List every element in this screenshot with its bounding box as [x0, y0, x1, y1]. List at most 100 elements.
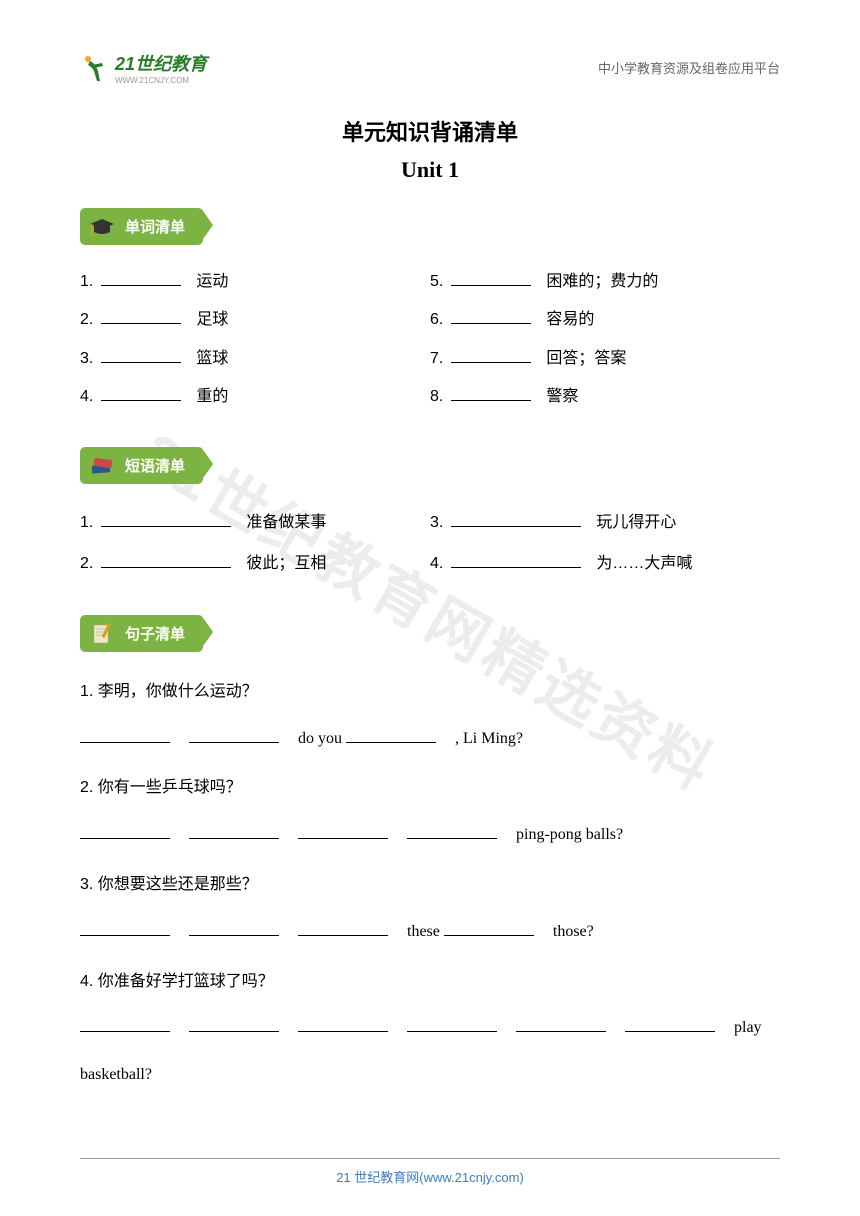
fill-blank[interactable] — [189, 920, 279, 936]
fill-blank[interactable] — [80, 727, 170, 743]
item-number: 3. — [80, 340, 93, 378]
fill-blank[interactable] — [101, 308, 181, 324]
fill-blank[interactable] — [451, 308, 531, 324]
phrase-text: 彼此；互相 — [246, 543, 326, 585]
sentence-item: 3. 你想要这些还是那些？ these those? — [80, 863, 780, 955]
fill-blank[interactable] — [101, 552, 231, 568]
fill-blank[interactable] — [444, 920, 534, 936]
word-item: 3. 篮球 — [80, 340, 430, 378]
page-title: 单元知识背诵清单 — [80, 115, 780, 147]
en-text-part: , Li Ming? — [455, 730, 523, 747]
section-tab-phrases: 短语清单 — [80, 447, 203, 484]
word-item: 6. 容易的 — [430, 301, 780, 339]
page-header: 21世纪教育 WWW.21CNJY.COM 中小学教育资源及组卷应用平台 — [80, 50, 780, 85]
fill-blank[interactable] — [101, 270, 181, 286]
item-number: 8. — [430, 378, 443, 416]
logo-sub-text: WWW.21CNJY.COM — [115, 76, 207, 85]
fill-blank[interactable] — [451, 552, 581, 568]
word-item: 4. 重的 — [80, 378, 430, 416]
fill-blank[interactable] — [80, 823, 170, 839]
word-text: 重的 — [196, 378, 228, 416]
phrase-col-left: 1. 准备做某事 2. 彼此；互相 — [80, 502, 430, 585]
phrase-item: 4. 为……大声喊 — [430, 543, 780, 585]
logo-text: 21世纪教育 WWW.21CNJY.COM — [115, 50, 207, 85]
fill-blank[interactable] — [189, 823, 279, 839]
sentence-cn: 你有一些乒乓球吗？ — [98, 779, 242, 796]
word-text: 篮球 — [196, 340, 228, 378]
word-item: 8. 警察 — [430, 378, 780, 416]
notebook-pencil-icon — [88, 619, 116, 647]
item-number: 2. — [80, 779, 93, 796]
item-number: 4. — [430, 543, 443, 585]
header-right-text: 中小学教育资源及组卷应用平台 — [598, 58, 780, 77]
word-col-right: 5. 困难的；费力的 6. 容易的 7. 回答；答案 8. 警察 — [430, 263, 780, 417]
fill-blank[interactable] — [101, 385, 181, 401]
fill-blank[interactable] — [298, 1016, 388, 1032]
section-tab-words: 单词清单 — [80, 208, 203, 245]
en-text-part: basketball? — [80, 1066, 152, 1083]
section-label: 句子清单 — [125, 626, 185, 643]
fill-blank[interactable] — [407, 1016, 497, 1032]
fill-blank[interactable] — [451, 347, 531, 363]
sentence-en-line: these those? — [80, 910, 780, 955]
word-col-left: 1. 运动 2. 足球 3. 篮球 4. 重的 — [80, 263, 430, 417]
phrase-item: 1. 准备做某事 — [80, 502, 430, 544]
section-label: 短语清单 — [125, 458, 185, 475]
item-number: 7. — [430, 340, 443, 378]
item-number: 6. — [430, 301, 443, 339]
en-text-part: play — [734, 1019, 762, 1036]
phrase-item: 2. 彼此；互相 — [80, 543, 430, 585]
sentence-cn: 你准备好学打篮球了吗？ — [98, 973, 274, 990]
fill-blank[interactable] — [101, 511, 231, 527]
fill-blank[interactable] — [80, 1016, 170, 1032]
fill-blank[interactable] — [80, 920, 170, 936]
logo: 21世纪教育 WWW.21CNJY.COM — [80, 50, 207, 85]
fill-blank[interactable] — [451, 511, 581, 527]
logo-icon — [80, 53, 110, 83]
sentence-cn: 李明，你做什么运动？ — [98, 683, 258, 700]
item-number: 3. — [80, 876, 93, 893]
fill-blank[interactable] — [407, 823, 497, 839]
section-tab-sentences: 句子清单 — [80, 615, 203, 652]
item-number: 5. — [430, 263, 443, 301]
fill-blank[interactable] — [625, 1016, 715, 1032]
fill-blank[interactable] — [298, 823, 388, 839]
sentence-cn: 你想要这些还是那些？ — [98, 876, 258, 893]
logo-main-text: 21世纪教育 — [115, 50, 207, 76]
word-list: 1. 运动 2. 足球 3. 篮球 4. 重的 5. — [80, 263, 780, 417]
page-subtitle: Unit 1 — [80, 157, 780, 183]
phrase-item: 3. 玩儿得开心 — [430, 502, 780, 544]
phrase-text: 为……大声喊 — [596, 543, 692, 585]
fill-blank[interactable] — [451, 385, 531, 401]
sentence-item: 2. 你有一些乒乓球吗？ ping-pong balls? — [80, 766, 780, 858]
phrase-list: 1. 准备做某事 2. 彼此；互相 3. 玩儿得开心 4. 为……大声喊 — [80, 502, 780, 585]
fill-blank[interactable] — [189, 1016, 279, 1032]
item-number: 1. — [80, 502, 93, 544]
word-item: 7. 回答；答案 — [430, 340, 780, 378]
word-text: 足球 — [196, 301, 228, 339]
fill-blank[interactable] — [451, 270, 531, 286]
fill-blank[interactable] — [346, 727, 436, 743]
item-number: 1. — [80, 263, 93, 301]
en-text-part: ping-pong balls? — [516, 826, 623, 843]
phrase-col-right: 3. 玩儿得开心 4. 为……大声喊 — [430, 502, 780, 585]
books-icon — [88, 451, 116, 479]
sentence-en-line2: basketball? — [80, 1053, 780, 1098]
word-text: 容易的 — [546, 301, 594, 339]
item-number: 2. — [80, 301, 93, 339]
fill-blank[interactable] — [516, 1016, 606, 1032]
word-text: 警察 — [546, 378, 578, 416]
sentence-list: 1. 李明，你做什么运动？ do you , Li Ming? 2. 你有一些乒… — [80, 670, 780, 1098]
sentence-item: 1. 李明，你做什么运动？ do you , Li Ming? — [80, 670, 780, 762]
word-item: 1. 运动 — [80, 263, 430, 301]
item-number: 2. — [80, 543, 93, 585]
page-footer: 21 世纪教育网(www.21cnjy.com) — [80, 1158, 780, 1186]
word-text: 运动 — [196, 263, 228, 301]
fill-blank[interactable] — [298, 920, 388, 936]
fill-blank[interactable] — [101, 347, 181, 363]
en-text-part: those? — [553, 923, 594, 940]
item-number: 1. — [80, 683, 93, 700]
fill-blank[interactable] — [189, 727, 279, 743]
word-item: 5. 困难的；费力的 — [430, 263, 780, 301]
word-text: 回答；答案 — [546, 340, 626, 378]
